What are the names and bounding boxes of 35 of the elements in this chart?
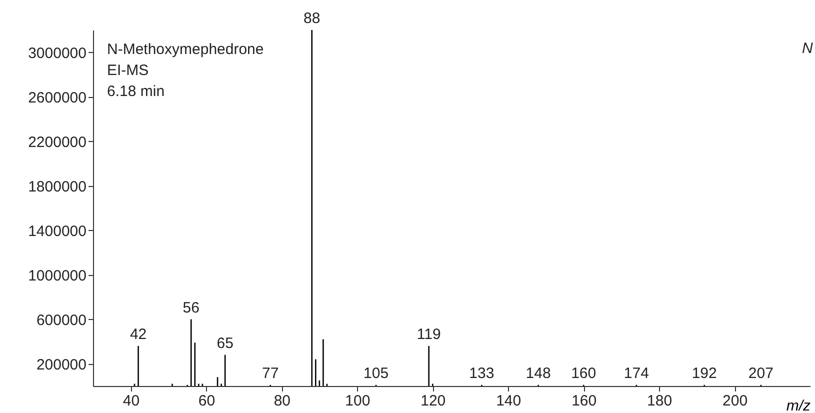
x-tick-label: 180: [647, 392, 672, 410]
annotation: N: [802, 40, 813, 57]
y-tick-label: 2200000: [28, 134, 86, 151]
annotation: 42: [130, 326, 147, 343]
x-tick-label: 120: [420, 392, 446, 410]
x-tick-label: 100: [345, 392, 370, 410]
x-tick-label: 60: [198, 392, 216, 410]
annotation: 88: [304, 10, 320, 27]
y-tick-label: 3000000: [28, 44, 86, 62]
annotation: 119: [416, 326, 441, 343]
annotation: 160: [571, 364, 596, 382]
annotation: 56: [182, 299, 200, 316]
x-tick-label: 200: [722, 392, 748, 410]
y-tick-label: 1400000: [28, 222, 86, 240]
y-tick-label: 2600000: [28, 89, 86, 106]
annotation: 65: [216, 334, 234, 352]
annotation: 133: [469, 364, 494, 382]
y-tick-label: 600000: [36, 312, 86, 329]
annotation: 6.18 min: [107, 83, 165, 100]
x-tick-label: 40: [122, 392, 140, 410]
y-tick-label: 1800000: [28, 178, 86, 196]
annotation: 207: [748, 364, 774, 382]
x-tick-label: 160: [572, 392, 597, 410]
annotation: 148: [526, 364, 551, 382]
y-tick-label: 200000: [36, 356, 86, 374]
annotation: 105: [364, 364, 389, 382]
annotation: 77: [262, 364, 279, 382]
x-tick-label: 80: [274, 392, 291, 410]
x-tick-label: 140: [496, 392, 522, 410]
x-axis-title: m/z: [786, 398, 811, 413]
annotation: N-Methoxymephedrone: [107, 41, 264, 58]
annotation: 174: [624, 364, 649, 382]
y-tick-label: 1000000: [28, 267, 86, 284]
annotation: 192: [692, 364, 717, 382]
annotation: EI-MS: [107, 62, 149, 79]
